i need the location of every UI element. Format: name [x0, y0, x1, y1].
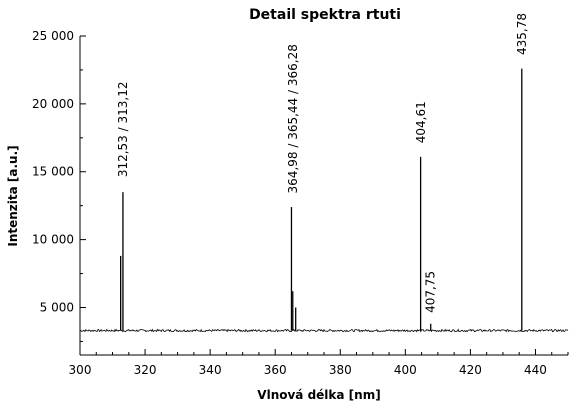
axes: [79, 36, 568, 356]
x-tick-label: 360: [264, 363, 287, 377]
x-tick-label: 320: [134, 363, 157, 377]
chart-title: Detail spektra rtuti: [249, 7, 401, 23]
x-tick-label: 340: [199, 363, 222, 377]
x-axis-label: Vlnová délka [nm]: [257, 388, 380, 402]
peak-label: 407,75: [424, 271, 438, 313]
x-tick-label: 440: [524, 363, 547, 377]
tick-layer: 300 320 340 360 380 400 420 440 5 000 10 000 15 00…: [32, 29, 569, 377]
peak-annotations: 312,53 / 313,12 364,98 / 365,44 / 366,28 4…: [116, 13, 529, 313]
y-tick-label: 15 000: [32, 165, 74, 179]
y-tick-label: 20 000: [32, 97, 74, 111]
y-tick-label: 5 000: [40, 300, 74, 314]
baseline-trace: [79, 328, 569, 333]
y-tick-label: 25 000: [32, 29, 74, 43]
x-tick-label: 400: [394, 363, 417, 377]
peak-label: 435,78: [515, 13, 529, 55]
peak-label: 364,98 / 365,44 / 366,28: [286, 44, 300, 193]
x-tick-label: 300: [69, 363, 92, 377]
x-tick-label: 420: [459, 363, 482, 377]
y-tick-label: 10 000: [32, 233, 74, 247]
peak-label: 312,53 / 313,12: [116, 82, 130, 178]
peak-label: 404,61: [414, 101, 428, 143]
y-axis-label: Intenzita [a.u.]: [6, 145, 20, 246]
x-tick-label: 380: [329, 363, 352, 377]
spectrum-series: [79, 68, 569, 333]
